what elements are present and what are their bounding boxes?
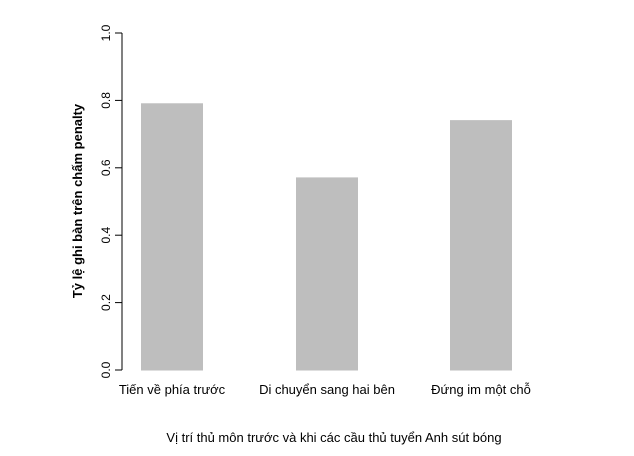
bar <box>141 103 203 371</box>
y-tick-label: 0.2 <box>99 294 113 311</box>
x-category-label: Đứng im một chỗ <box>431 382 531 397</box>
x-category-labels: Tiến về phía trước Di chuyển sang hai bên… <box>119 382 531 397</box>
y-tick-label: 0.0 <box>99 361 113 378</box>
y-tick-label: 1.0 <box>99 24 113 41</box>
y-axis: 0.0 0.2 0.4 0.6 0.8 1.0 <box>99 24 123 378</box>
y-tick-label: 0.4 <box>99 227 113 244</box>
bars <box>141 103 512 371</box>
y-tick-label: 0.8 <box>99 92 113 109</box>
y-axis-title: Tỷ lệ ghi bàn trên chấm penalty <box>70 103 85 298</box>
x-category-label: Di chuyển sang hai bên <box>259 382 395 397</box>
x-axis-title: Vị trí thủ môn trước và khi các cầu thủ … <box>166 430 501 445</box>
y-tick-label: 0.6 <box>99 159 113 176</box>
bar <box>450 120 512 371</box>
x-category-label: Tiến về phía trước <box>119 382 226 397</box>
bar <box>296 177 358 371</box>
